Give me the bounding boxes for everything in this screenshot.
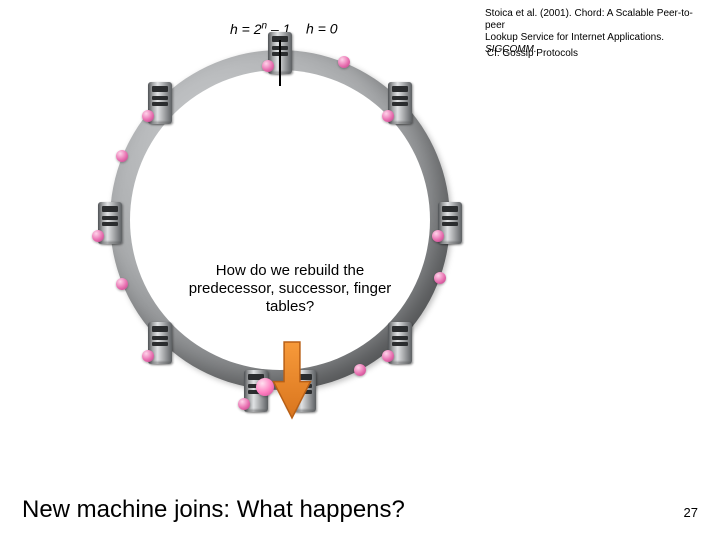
key-dot bbox=[382, 110, 394, 122]
join-arrow-icon bbox=[270, 340, 314, 420]
key-dot bbox=[142, 110, 154, 122]
h-left-base: h = 2 bbox=[230, 21, 262, 37]
key-dot bbox=[116, 150, 128, 162]
citation-line1: Stoica et al. (2001). Chord: A Scalable … bbox=[485, 8, 693, 31]
key-dot bbox=[338, 56, 350, 68]
key-dot bbox=[262, 60, 274, 72]
server-node bbox=[382, 312, 418, 368]
key-dot bbox=[238, 398, 250, 410]
server-node bbox=[142, 312, 178, 368]
server-node bbox=[92, 192, 128, 248]
page-number: 27 bbox=[684, 505, 698, 520]
key-dot bbox=[382, 350, 394, 362]
citation-line2-text: Lookup Service for Internet Applications… bbox=[485, 32, 664, 43]
server-node bbox=[432, 192, 468, 248]
center-question: How do we rebuild the predecessor, succe… bbox=[180, 262, 400, 316]
cf-note: Cf. Gossip Protocols bbox=[487, 48, 578, 59]
key-dot bbox=[116, 278, 128, 290]
key-dot bbox=[142, 350, 154, 362]
top-separator-line bbox=[279, 40, 281, 86]
key-dot bbox=[432, 230, 444, 242]
key-dot bbox=[434, 272, 446, 284]
h-right: h = 0 bbox=[306, 21, 338, 37]
server-node bbox=[142, 72, 178, 128]
key-dot bbox=[354, 364, 366, 376]
key-dot bbox=[92, 230, 104, 242]
server-node bbox=[382, 72, 418, 128]
slide-title: New machine joins: What happens? bbox=[22, 496, 405, 524]
